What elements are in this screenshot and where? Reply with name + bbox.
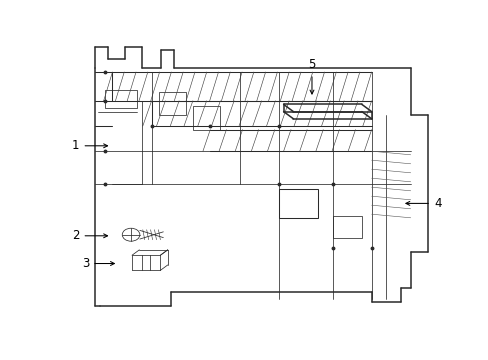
Text: 4: 4 xyxy=(405,197,441,210)
Bar xyxy=(332,216,361,238)
Bar xyxy=(278,189,317,218)
Bar xyxy=(159,92,185,115)
Text: 5: 5 xyxy=(307,58,315,94)
Bar xyxy=(193,106,220,130)
Text: 2: 2 xyxy=(72,229,107,242)
Text: 1: 1 xyxy=(72,139,107,152)
Bar xyxy=(105,90,137,108)
Text: 3: 3 xyxy=(81,257,114,270)
